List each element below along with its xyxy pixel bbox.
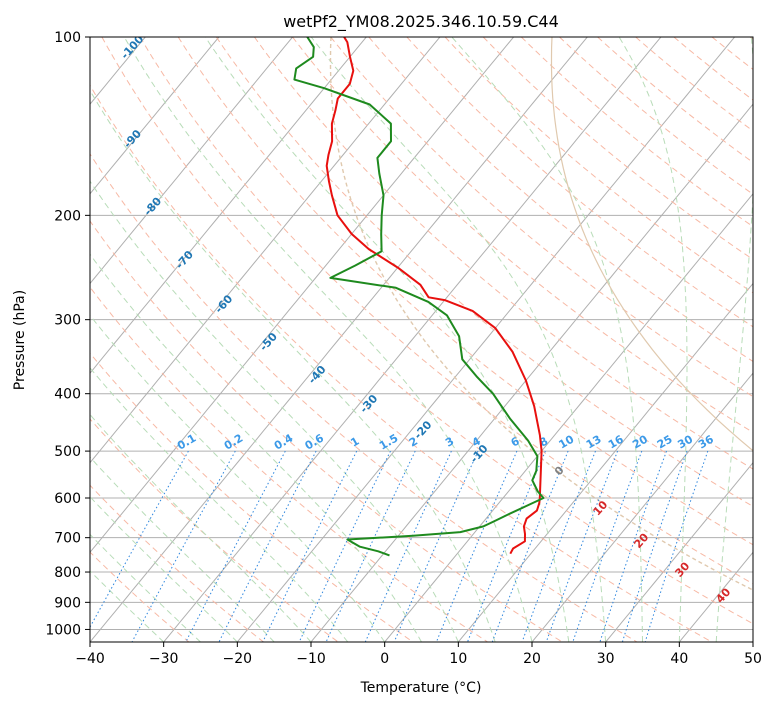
y-tick-label: 900: [54, 595, 81, 611]
dry-adiabat: [90, 286, 488, 642]
mixing-ratio-line: [393, 450, 479, 642]
dry-adiabat: [90, 220, 563, 642]
dry-adiabat: [444, 37, 753, 294]
y-tick-label: 800: [54, 565, 81, 581]
y-axis: 100 200 300 400 500 600 700 800 900 1000: [45, 30, 90, 638]
x-tick-label: −10: [296, 651, 326, 667]
moist-adiabat: [90, 413, 312, 642]
y-tick-label: 300: [54, 313, 81, 329]
series-dewpoint: [293, 37, 545, 557]
dry-adiabat: [406, 37, 753, 328]
dry-adiabat: [215, 37, 753, 507]
dry-adiabat: [90, 153, 638, 642]
moist-adiabat: [123, 37, 533, 642]
mixing-ratio-line: [131, 450, 236, 642]
x-tick-label: 30: [597, 651, 615, 667]
background-lines: [90, 37, 753, 642]
y-tick-label: 700: [54, 531, 81, 547]
mixing-ratio-line: [90, 450, 189, 629]
isotherm-line: [163, 37, 662, 642]
dry-adiabat: [139, 37, 753, 585]
mixing-ratio-line: [621, 450, 688, 642]
isotherm-line: [90, 37, 293, 285]
mixing-ratio-line: [185, 450, 286, 642]
x-tick-label: −30: [149, 651, 179, 667]
dry-adiabat: [177, 37, 753, 546]
x-tick-label: 0: [380, 651, 389, 667]
isotherm-line: [236, 37, 735, 642]
y-tick-label: 1000: [45, 622, 81, 638]
x-tick-label: 40: [670, 651, 688, 667]
moist-adiabat: [90, 456, 275, 642]
dry-adiabat: [90, 484, 264, 642]
moist-adiabat: [204, 37, 570, 642]
isotherm-line: [384, 193, 753, 642]
mixing-ratio-line: [262, 450, 358, 642]
dry-adiabat: [90, 352, 414, 642]
moist-adiabat: [90, 533, 201, 642]
profile-series: [293, 37, 545, 557]
x-tick-label: 50: [744, 651, 762, 667]
moist-adiabat: [90, 496, 238, 642]
mixing-ratio-line: [298, 450, 391, 642]
moist-adiabat: [90, 314, 386, 642]
mixing-ratio-line: [599, 450, 667, 642]
x-axis: −40 −30 −20 −10 0 10 20 30 40 50: [75, 642, 762, 667]
moist-adiabat: [451, 37, 643, 642]
mixing-ratio-line: [644, 450, 709, 642]
series-temperature: [325, 37, 543, 555]
isotherm-line: [90, 37, 220, 195]
moist-adiabat: [618, 37, 688, 642]
isotherm-line: [457, 282, 753, 642]
x-tick-label: 20: [523, 651, 541, 667]
chart-title: wetPf2_YM08.2025.346.10.59.C44: [283, 12, 559, 32]
dry-adiabat: [520, 37, 753, 228]
x-tick-label: −20: [223, 651, 253, 667]
dry-adiabat: [292, 37, 753, 433]
x-tick-label: 10: [449, 651, 467, 667]
y-tick-label: 400: [54, 387, 81, 403]
isotherm-line: [90, 37, 514, 554]
dry-adiabat: [90, 84, 712, 642]
isotherm-line: [531, 372, 753, 642]
mixing-ratio-line: [572, 450, 643, 642]
plot-background: [90, 37, 753, 642]
moist-adiabat: [90, 89, 496, 642]
y-axis-label: Pressure (hPa): [12, 290, 28, 390]
isotherm-line: [90, 37, 367, 374]
isotherm-line: [90, 37, 441, 464]
dry-adiabat: [330, 37, 753, 398]
dry-adiabat: [368, 37, 753, 363]
y-tick-label: 500: [54, 444, 81, 460]
y-tick-label: 100: [54, 30, 81, 46]
mixing-ratio-line: [435, 450, 518, 642]
x-tick-label: −40: [75, 651, 105, 667]
dry-adiabat: [559, 37, 753, 195]
theta-arc: [329, 37, 753, 591]
mixing-ratio-line: [364, 450, 452, 642]
dry-adiabat: [101, 37, 753, 625]
isotherm-line: [605, 461, 753, 642]
x-axis-label: Temperature (°C): [360, 680, 482, 696]
y-tick-label: 200: [54, 208, 81, 224]
moist-adiabat: [715, 37, 753, 642]
mixing-ratio-line: [467, 450, 546, 642]
y-tick-label: 600: [54, 491, 81, 507]
theta-arc: [550, 37, 753, 452]
isotherm-line: [90, 37, 588, 642]
dry-adiabat: [253, 37, 753, 470]
plot-frame: [89, 36, 754, 643]
moist-adiabat: [310, 37, 607, 642]
